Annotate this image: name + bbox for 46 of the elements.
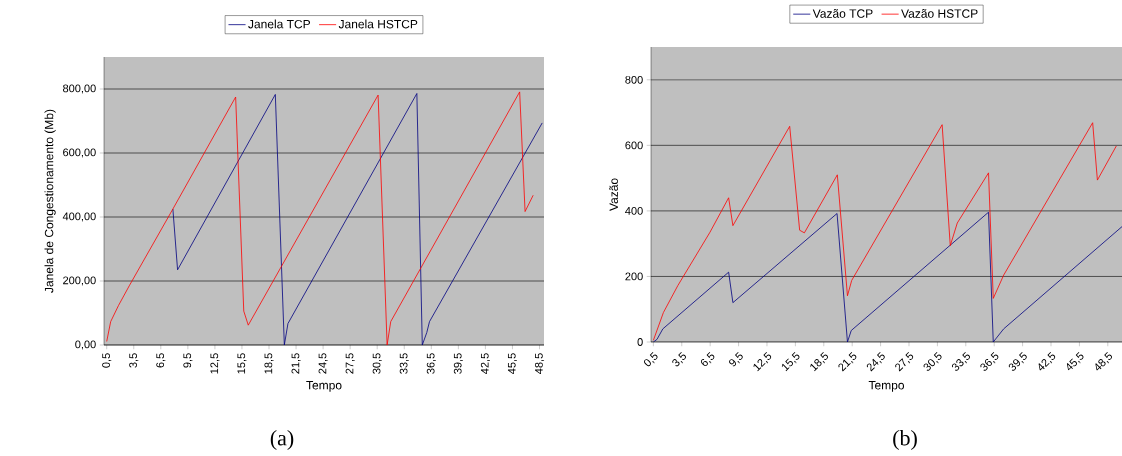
x-tick-label: 3,5 [129,353,139,368]
legend-label: Vazão HSTCP [901,9,978,18]
x-tick-label: 45,5 [507,353,517,374]
y-tick-label: 600,00 [63,148,96,158]
x-tick-label: 12,5 [210,353,220,374]
x-tick-label: 33,5 [399,353,409,374]
y-axis-title: Janela de Congestionamento (Mb) [44,109,56,293]
x-tick-label: 21,5 [291,353,301,374]
x-tick-label: 48,5 [1095,351,1112,371]
x-axis-title: Tempo [868,381,905,392]
x-tick-label: 27,5 [345,353,355,374]
x-tick-label: 9,5 [729,351,743,367]
y-tick-label: 200 [625,272,643,281]
y-tick-label: 200,00 [63,276,96,286]
x-tick-label: 42,5 [480,353,490,374]
y-tick-label: 0 [637,338,643,346]
y-tick-label: 800,00 [63,84,96,94]
x-tick-label: 0,5 [102,353,112,368]
line-series [652,122,1117,341]
x-tick-label: 0,5 [643,351,658,367]
y-tick-label: 600 [625,141,643,150]
x-tick-label: 45,5 [1066,351,1084,371]
x-tick-label: 30,5 [372,353,382,374]
legend-label: Janela TCP [248,19,311,29]
x-axis-title: Tempo [306,381,342,392]
x-tick-label: 39,5 [453,353,463,374]
x-tick-label: 9,5 [183,353,193,368]
x-tick-label: 18,5 [264,353,274,374]
text: (a) [270,430,294,450]
x-tick-label: 3,5 [672,351,686,367]
x-tick-label: 36,5 [426,353,436,374]
y-tick-label: 800 [625,75,643,84]
x-tick-label: 15,5 [237,353,247,374]
y-tick-label: 0,00 [75,340,96,350]
x-tick-label: 6,5 [156,353,166,368]
legend-label: Vazão TCP [812,9,873,18]
legend-label: Janela HSTCP [338,19,418,29]
text: (b) [893,430,917,450]
x-tick-label: 48,5 [534,353,545,374]
line-series [106,91,534,345]
y-axis-title: Vazão [609,178,618,212]
x-tick-label: 6,5 [700,351,715,367]
y-tick-label: 400 [625,207,643,215]
y-tick-label: 400,00 [62,212,96,222]
line-series [172,93,543,345]
x-tick-label: 24,5 [318,353,328,374]
